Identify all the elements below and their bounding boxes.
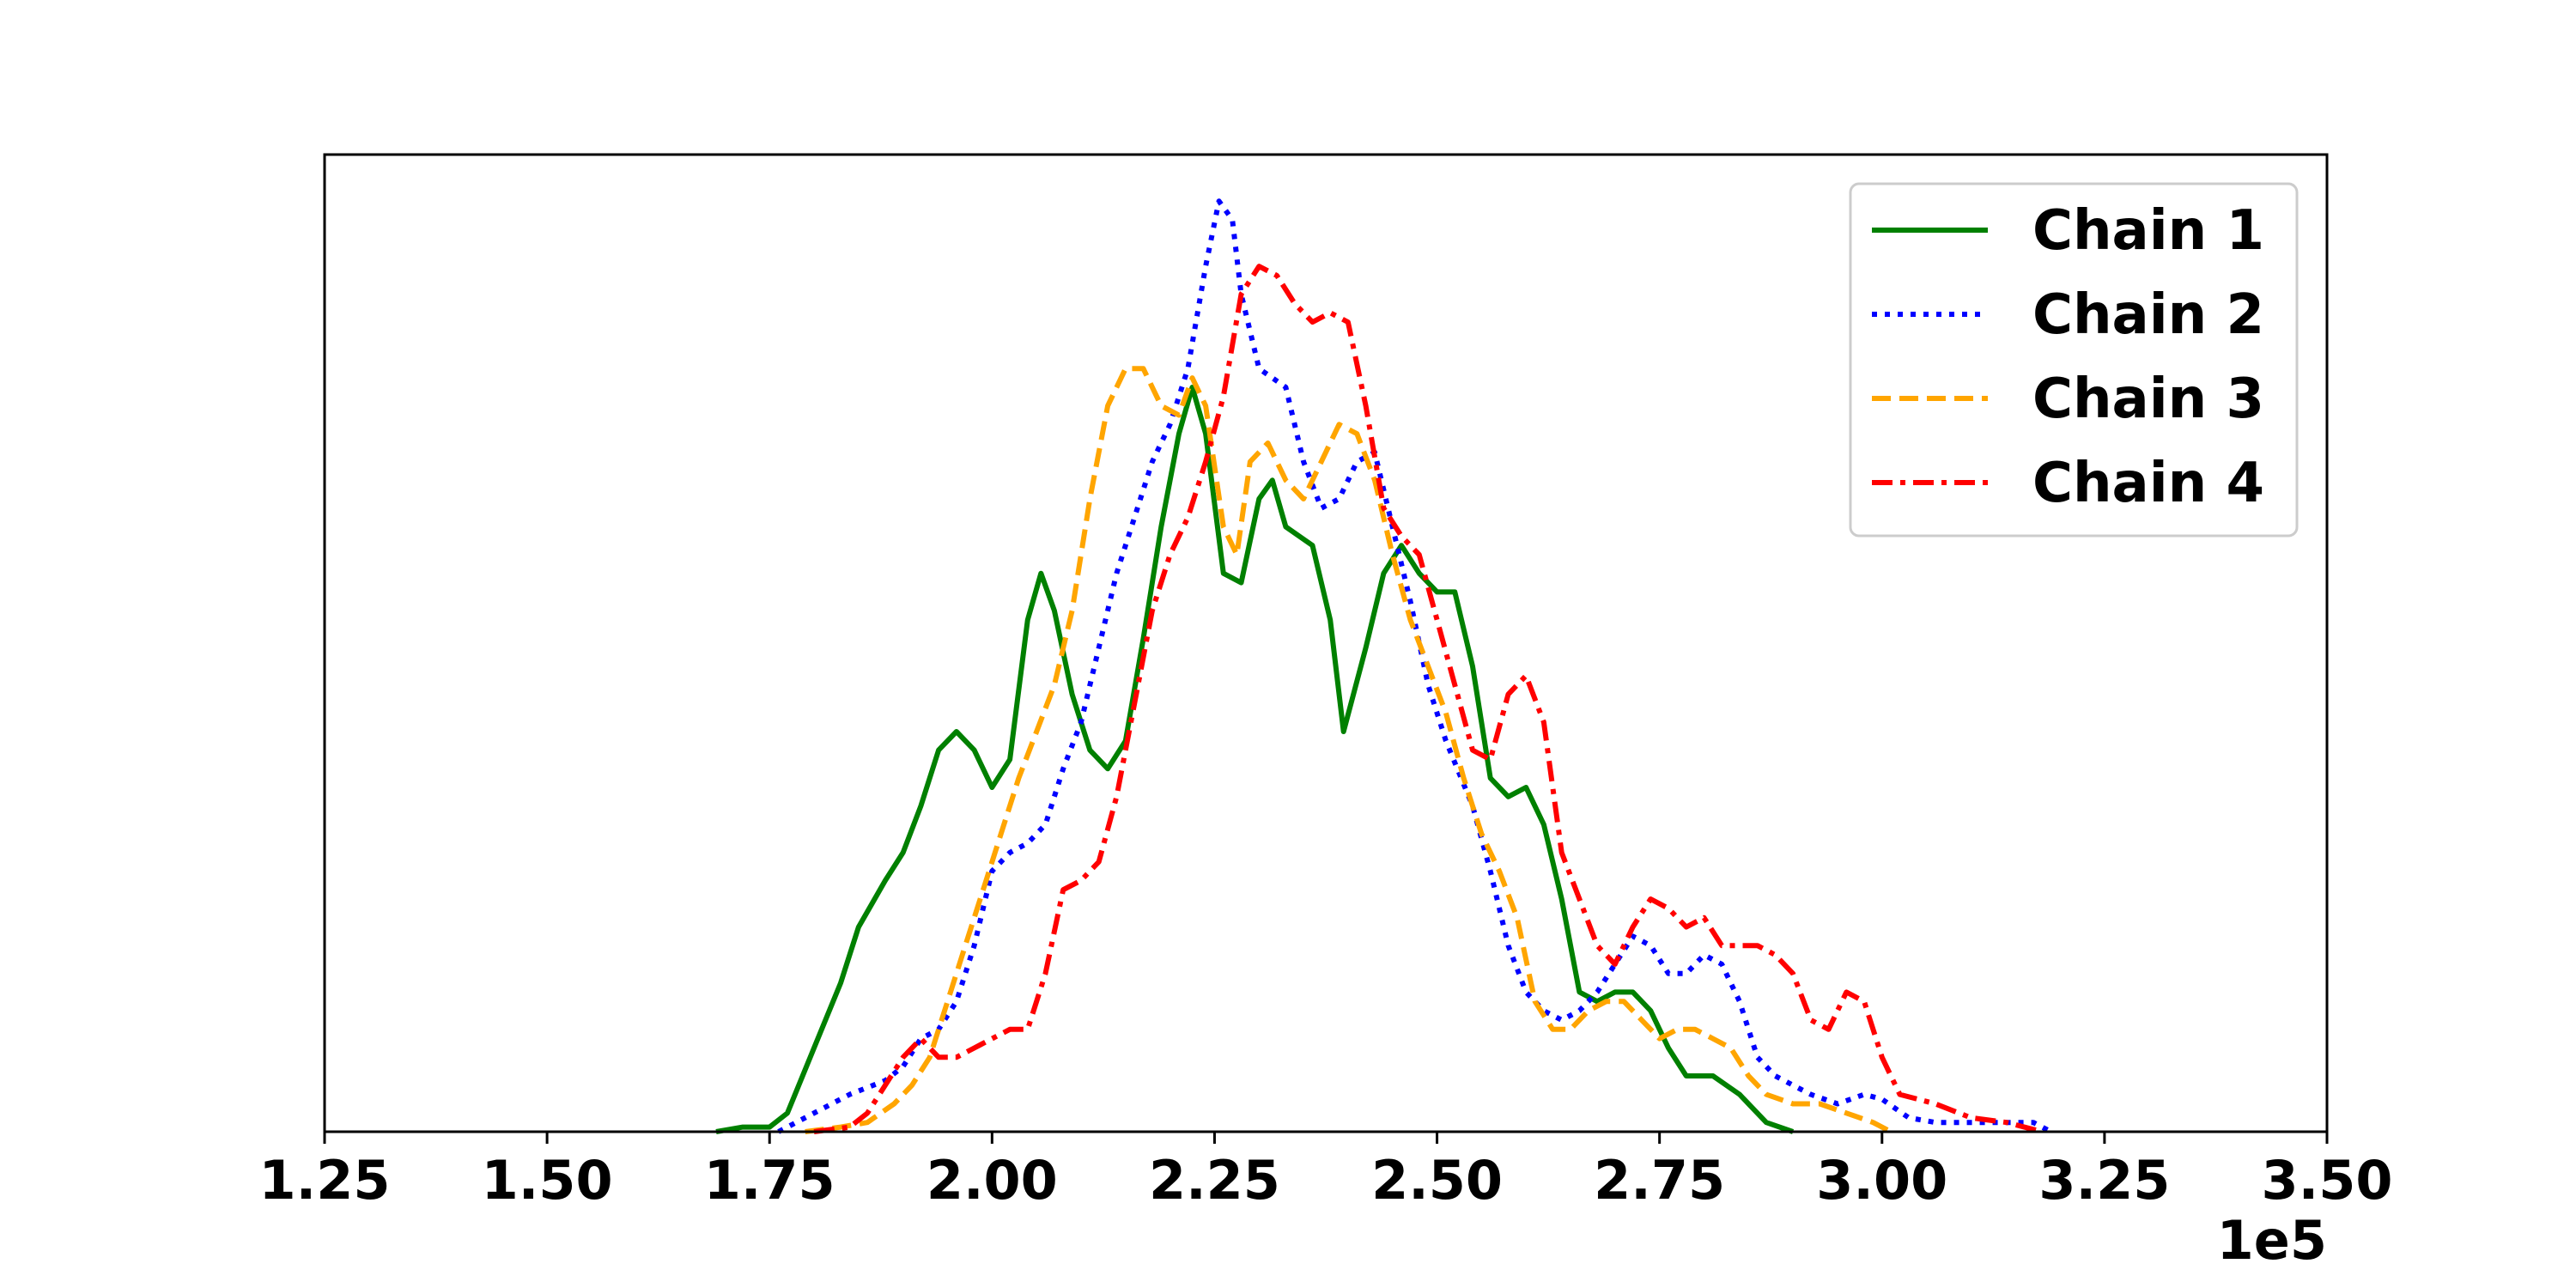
legend-label-chain-1: Chain 1 <box>2032 199 2264 263</box>
x-axis-offset-label: 1e5 <box>2217 1209 2327 1272</box>
x-tick-label: 1.25 <box>259 1149 391 1212</box>
x-tick-label: 3.00 <box>1816 1149 1947 1212</box>
x-tick-label: 2.00 <box>927 1149 1058 1212</box>
series-line-chain-1 <box>715 385 1795 1134</box>
series-line-chain-4 <box>813 264 2044 1134</box>
series-layer <box>715 198 2053 1134</box>
x-tick-label: 3.50 <box>2262 1149 2393 1212</box>
legend: Chain 1 Chain 2 Chain 3 Chain 4 <box>1849 182 2299 538</box>
x-tick-label: 3.25 <box>2038 1149 2170 1212</box>
x-axis-ticks: 1.25 1.50 1.75 2.00 2.25 2.50 2.75 3.00 3.25 3.50 <box>259 1132 2393 1212</box>
legend-label-chain-3: Chain 3 <box>2032 368 2264 431</box>
x-tick-label: 1.75 <box>704 1149 835 1212</box>
legend-label-chain-2: Chain 2 <box>2032 283 2264 347</box>
legend-label-chain-4: Chain 4 <box>2032 452 2264 515</box>
x-tick-label: 1.50 <box>482 1149 613 1212</box>
series-line-chain-3 <box>805 366 1893 1134</box>
x-tick-label: 2.25 <box>1149 1149 1280 1212</box>
x-tick-label: 2.75 <box>1594 1149 1725 1212</box>
legend-box <box>1849 182 2299 538</box>
plot-area-frame <box>323 153 2329 1133</box>
x-tick-label: 2.50 <box>1371 1149 1503 1212</box>
